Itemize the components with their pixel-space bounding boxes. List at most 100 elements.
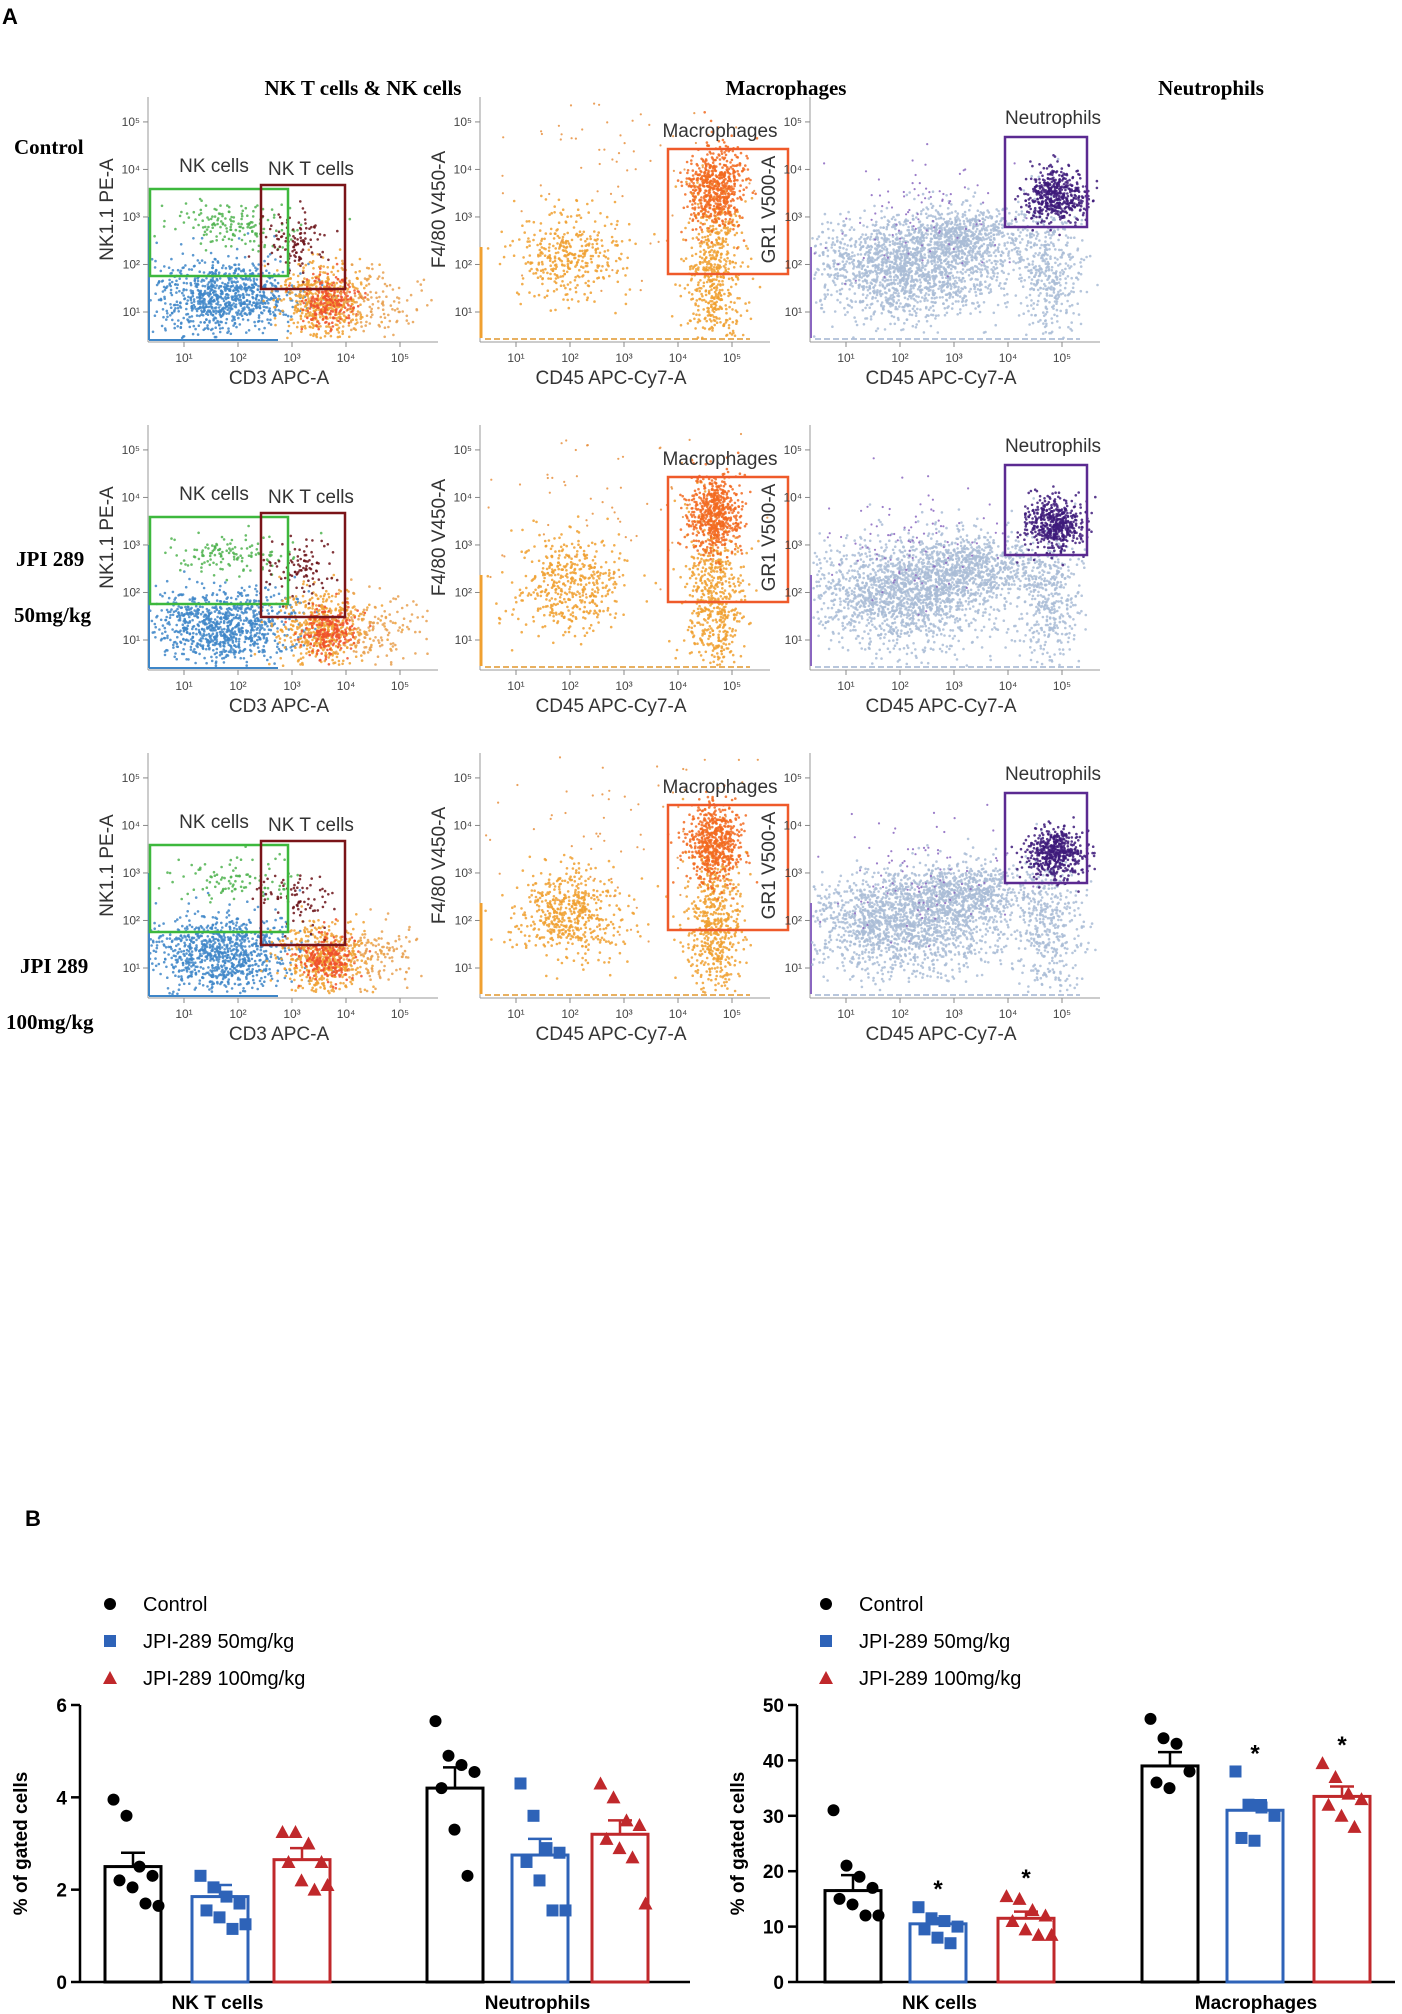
flow-y-tick-label: 10⁴ <box>453 818 472 832</box>
data-point <box>951 1920 964 1933</box>
flow-cytometry-grid: 10¹ 10¹ 10² 10² 10³ 10³ 10⁴ 10⁴ 10⁵ 10⁵ CD3 APC-A N… <box>97 97 1101 1045</box>
row-label-jpi100-line1: JPI 289 <box>20 954 88 978</box>
flow-plot-r1-c1: 10¹ 10¹ 10² 10² 10³ 10³ 10⁴ 10⁴ 10⁵ 10⁵ CD3 APC-A N… <box>97 97 438 389</box>
flow-y-label: GR1 V500-A <box>759 811 780 919</box>
data-point <box>448 1823 461 1836</box>
data-point <box>461 1869 474 1882</box>
flow-y-tick-label: 10³ <box>785 538 802 552</box>
flow-y-tick-label: 10¹ <box>785 961 802 975</box>
category-label: NK cells <box>902 1993 977 2014</box>
flow-plot-r2-c2: 10¹ 10¹ 10² 10² 10³ 10³ 10⁴ 10⁴ 10⁵ 10⁵ CD45 APC-C… <box>429 425 790 717</box>
y-tick-label: 0 <box>773 1973 784 1994</box>
flow-y-tick-label: 10⁵ <box>784 115 802 129</box>
category-label: Macrophages <box>1195 1993 1317 2014</box>
flow-y-tick-label: 10⁴ <box>121 818 140 832</box>
flow-y-tick-label: 10⁵ <box>784 771 802 785</box>
gate-macrophages <box>666 147 790 276</box>
flow-x-label: CD45 APC-Cy7-A <box>866 696 1017 717</box>
flow-x-tick-label: 10¹ <box>507 679 524 693</box>
flow-plot-r2-c3: 10¹ 10¹ 10² 10² 10³ 10³ 10⁴ 10⁴ 10⁵ 10⁵ CD45 APC-C… <box>759 425 1101 717</box>
gate-label-nk-cells: NK cells <box>179 484 249 505</box>
flow-y-tick-label: 10² <box>785 257 802 271</box>
row-label-jpi100-line2: 100mg/kg <box>6 1010 94 1034</box>
flow-x-tick-label: 10² <box>229 351 246 365</box>
flow-x-tick-label: 10³ <box>945 679 962 693</box>
legend-marker <box>819 1671 833 1684</box>
flow-x-tick-label: 10¹ <box>175 1007 192 1021</box>
bar-charts: Control JPI-289 50mg/kg JPI-289 100mg/kg 0 2… <box>11 1594 1395 2014</box>
flow-x-tick-label: 10¹ <box>175 351 192 365</box>
gate-label-nk-cells: NK cells <box>179 812 249 833</box>
legend-marker <box>820 1598 832 1610</box>
data-point <box>239 1918 252 1931</box>
flow-y-tick-label: 10² <box>123 585 140 599</box>
data-point <box>520 1855 533 1868</box>
flow-x-tick-label: 10³ <box>615 1007 632 1021</box>
data-point <box>638 1896 653 1910</box>
flow-y-label: NK1.1 PE-A <box>97 814 118 917</box>
flow-y-tick-label: 10⁴ <box>783 490 802 504</box>
flow-x-tick-label: 10² <box>891 351 908 365</box>
flow-x-tick-label: 10² <box>229 1007 246 1021</box>
flow-x-label: CD45 APC-Cy7-A <box>866 1024 1017 1045</box>
data-point <box>514 1777 527 1790</box>
legend-label: Control <box>859 1594 923 1616</box>
flow-plot-r3-c1: 10¹ 10¹ 10² 10² 10³ 10³ 10⁴ 10⁴ 10⁵ 10⁵ CD3 APC-A N… <box>97 753 438 1045</box>
data-point <box>435 1782 448 1795</box>
flow-x-tick-label: 10⁴ <box>999 679 1018 693</box>
data-point <box>226 1922 239 1935</box>
flow-y-tick-label: 10¹ <box>785 633 802 647</box>
data-point <box>827 1804 840 1817</box>
flow-y-tick-label: 10⁵ <box>454 443 472 457</box>
flow-y-tick-label: 10¹ <box>123 305 140 319</box>
flow-y-tick-label: 10³ <box>455 866 472 880</box>
data-point <box>455 1759 468 1772</box>
gate-nkt-cells <box>259 183 347 291</box>
flow-x-tick-label: 10² <box>891 1007 908 1021</box>
legend-label: Control <box>143 1594 207 1616</box>
gate-label-nkt-cells: NK T cells <box>268 815 354 836</box>
flow-y-label: NK1.1 PE-A <box>97 486 118 589</box>
data-point <box>1255 1801 1268 1814</box>
data-point <box>220 1890 233 1903</box>
data-point <box>1157 1732 1170 1745</box>
data-point <box>1038 1908 1053 1922</box>
flow-x-tick-label: 10¹ <box>507 1007 524 1021</box>
data-point <box>553 1846 566 1859</box>
legend-label: JPI-289 100mg/kg <box>859 1668 1021 1690</box>
y-tick-label: 30 <box>763 1807 784 1828</box>
y-tick-label: 20 <box>763 1862 784 1883</box>
flow-y-tick-label: 10³ <box>455 538 472 552</box>
flow-y-tick-label: 10⁵ <box>122 443 140 457</box>
data-point <box>429 1715 442 1728</box>
flow-x-tick-label: 10⁵ <box>1053 351 1071 365</box>
y-axis-label: % of gated cells <box>728 1772 749 1916</box>
significance-mark: * <box>1250 1740 1260 1767</box>
data-point <box>120 1809 133 1822</box>
data-point <box>918 1923 931 1936</box>
data-point <box>1341 1786 1356 1800</box>
data-point <box>133 1860 146 1873</box>
data-point <box>632 1818 647 1832</box>
flow-y-tick-label: 10³ <box>123 866 140 880</box>
flow-y-tick-label: 10¹ <box>455 961 472 975</box>
flow-x-tick-label: 10¹ <box>175 679 192 693</box>
y-tick-label: 0 <box>56 1973 67 1994</box>
column-title-neutrophils: Neutrophils <box>1158 76 1264 100</box>
flow-y-label: F4/80 V450-A <box>429 807 450 925</box>
significance-mark: * <box>1021 1865 1031 1892</box>
data-point <box>540 1842 553 1855</box>
data-point <box>546 1904 559 1917</box>
flow-x-tick-label: 10³ <box>945 351 962 365</box>
flow-x-tick-label: 10³ <box>615 351 632 365</box>
flow-y-tick-label: 10¹ <box>455 305 472 319</box>
data-point <box>625 1850 640 1864</box>
flow-x-tick-label: 10² <box>891 679 908 693</box>
row-label-jpi50-line2: 50mg/kg <box>14 603 92 627</box>
flow-y-label: GR1 V500-A <box>759 483 780 591</box>
flow-x-tick-label: 10⁴ <box>999 351 1018 365</box>
category-label: Neutrophils <box>485 1993 591 2014</box>
data-point <box>1328 1770 1343 1784</box>
flow-y-label: F4/80 V450-A <box>429 151 450 269</box>
legend-label: JPI-289 50mg/kg <box>143 1631 294 1653</box>
